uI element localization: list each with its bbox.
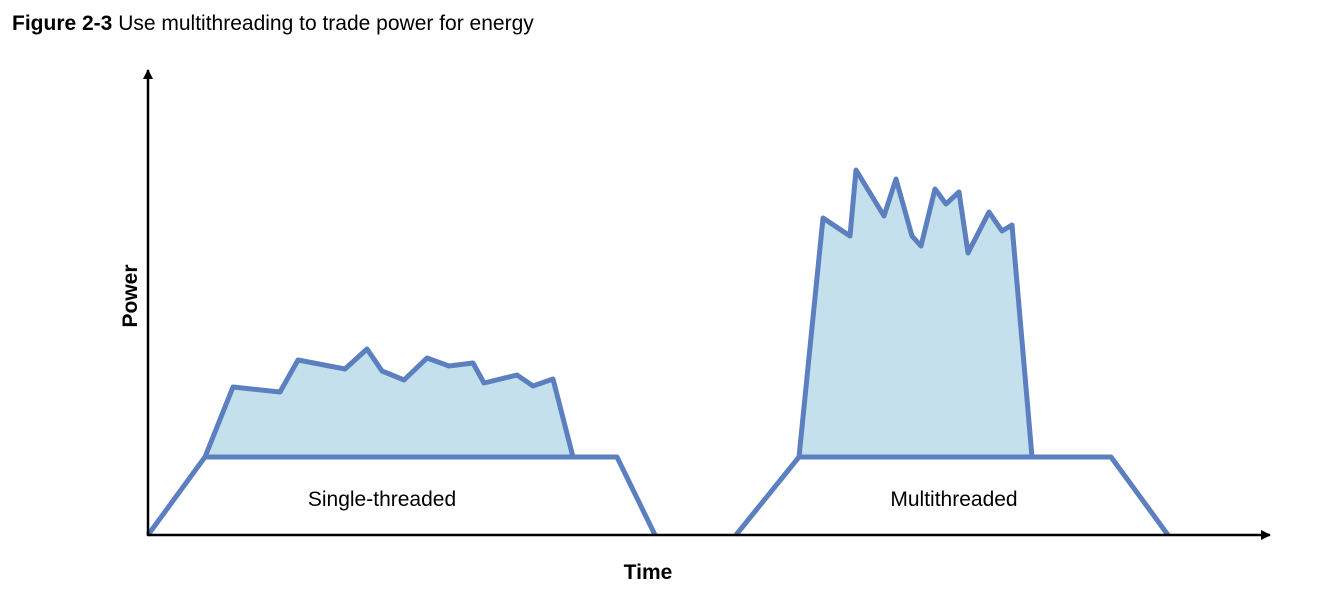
single-threaded-label: Single-threaded xyxy=(308,488,456,511)
single-threaded-peak xyxy=(202,346,576,460)
x-axis-label: Time xyxy=(624,561,673,584)
multithreaded-label: Multithreaded xyxy=(890,488,1017,511)
y-axis-label: Power xyxy=(119,264,142,327)
figure-caption: Figure 2-3 Use multithreading to trade p… xyxy=(12,12,534,36)
multithreaded-peak xyxy=(796,167,1035,460)
figure-title: Use multithreading to trade power for en… xyxy=(118,12,534,35)
multithreaded-block: Multithreaded xyxy=(734,167,1171,537)
figure-label: Figure 2-3 xyxy=(12,12,113,35)
single-threaded-block: Single-threaded xyxy=(145,346,658,537)
